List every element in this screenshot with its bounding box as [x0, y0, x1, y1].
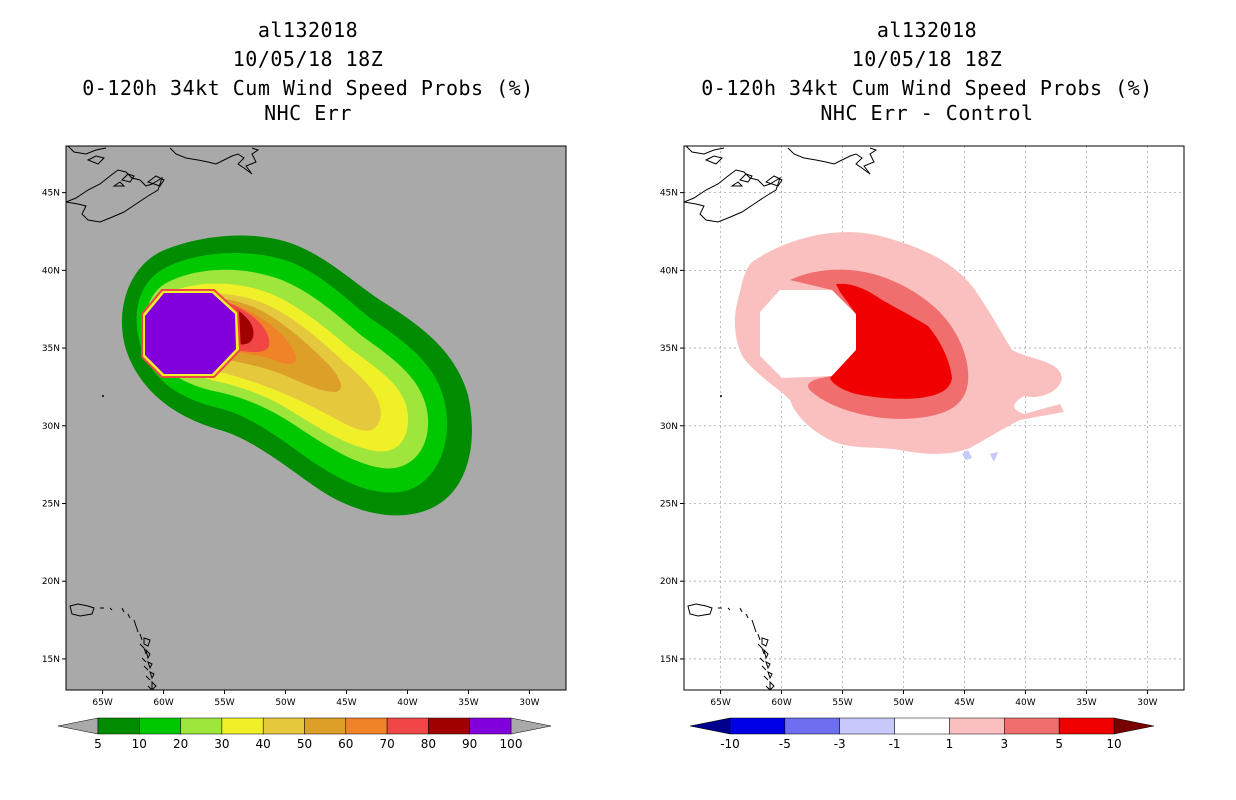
x-tick-label: 60W — [771, 698, 791, 708]
colorbar-label: 100 — [500, 737, 523, 751]
colorbar-label: 80 — [421, 737, 436, 751]
right-panel-title: al132018 10/05/18 18Z 0-120h 34kt Cum Wi… — [667, 16, 1187, 128]
colorbar-label: 3 — [1000, 737, 1008, 751]
y-tick-label: 45N — [660, 189, 678, 199]
x-tick-label: 35W — [1076, 698, 1096, 708]
x-tick-label: 55W — [214, 698, 234, 708]
colorbar-label: 60 — [338, 737, 353, 751]
colorbar-segment — [469, 717, 512, 735]
left-map-panel: 65W 60W 55W 50W 45W 40W 35W 30W 45N 40N 35N 30N 25N… — [42, 145, 567, 751]
right-init-time: 10/05/18 18Z — [851, 47, 1003, 71]
x-tick-label: 65W — [710, 698, 730, 708]
colorbar-segment — [729, 717, 786, 735]
colorbar-under-triangle — [57, 717, 99, 735]
x-tick-label: 55W — [832, 698, 852, 708]
x-tick-label: 35W — [458, 698, 478, 708]
right-colorbar: -10 -5 -3 -1 1 3 5 10 — [689, 717, 1155, 751]
colorbar-label: 20 — [173, 737, 188, 751]
colorbar-label: -10 — [720, 737, 740, 751]
y-tick-label: 25N — [660, 499, 678, 509]
colorbar-label: 10 — [132, 737, 147, 751]
y-tick-label: 20N — [42, 577, 60, 587]
colorbar-over-triangle — [1113, 717, 1155, 735]
contour-90 — [145, 293, 236, 374]
right-product-title: 0-120h 34kt Cum Wind Speed Probs (%) — [701, 76, 1153, 100]
y-tick-label: 15N — [42, 655, 60, 665]
x-tick-label: 50W — [275, 698, 295, 708]
right-y-axis: 45N 40N 35N 30N 25N 20N 15N — [660, 189, 684, 665]
x-tick-label: 30W — [1137, 698, 1157, 708]
x-tick-label: 60W — [153, 698, 173, 708]
x-tick-label: 45W — [954, 698, 974, 708]
colorbar-label: 50 — [297, 737, 312, 751]
left-prob-contours — [66, 146, 472, 690]
x-tick-label: 45W — [336, 698, 356, 708]
left-map-frame — [65, 145, 567, 691]
colorbar-label: 1 — [946, 737, 954, 751]
y-tick-label: 45N — [42, 189, 60, 199]
colorbar-under-triangle — [689, 717, 731, 735]
colorbar-segment — [949, 717, 1005, 735]
x-tick-label: 50W — [893, 698, 913, 708]
left-panel-title: al132018 10/05/18 18Z 0-120h 34kt Cum Wi… — [48, 16, 568, 128]
left-init-time: 10/05/18 18Z — [232, 47, 384, 71]
colorbar-segment — [1058, 717, 1115, 735]
left-colorbar: 5 10 20 30 40 50 60 70 80 90 100 — [57, 717, 552, 751]
colorbar-segment — [180, 717, 223, 735]
y-tick-label: 20N — [660, 577, 678, 587]
right-storm-id: al132018 — [876, 18, 978, 42]
diff-neg-spot-1 — [962, 450, 972, 460]
colorbar-label: 5 — [1055, 737, 1063, 751]
x-tick-label: 30W — [519, 698, 539, 708]
colorbar-label: 5 — [94, 737, 102, 751]
colorbar-segment — [304, 717, 347, 735]
x-tick-label: 40W — [1015, 698, 1035, 708]
y-tick-label: 15N — [660, 655, 678, 665]
colorbar-segment — [839, 717, 895, 735]
x-tick-label: 40W — [397, 698, 417, 708]
colorbar-segment — [386, 717, 429, 735]
colorbar-segment — [345, 717, 388, 735]
y-tick-label: 30N — [42, 422, 60, 432]
diff-hole — [760, 290, 856, 378]
right-map-frame — [683, 145, 1185, 691]
colorbar-label: 40 — [256, 737, 271, 751]
y-tick-label: 35N — [42, 344, 60, 354]
y-tick-label: 30N — [660, 422, 678, 432]
colorbar-segment — [221, 717, 264, 735]
left-storm-id: al132018 — [257, 18, 359, 42]
colorbar-label: 10 — [1106, 737, 1121, 751]
y-tick-label: 35N — [660, 344, 678, 354]
left-x-axis: 65W 60W 55W 50W 45W 40W 35W 30W — [92, 690, 540, 708]
colorbar-segment — [1004, 717, 1060, 735]
colorbar-segment — [428, 717, 470, 735]
colorbar-label: -5 — [779, 737, 791, 751]
colorbar-segment — [97, 717, 140, 735]
right-x-axis: 65W 60W 55W 50W 45W 40W 35W 30W — [710, 690, 1158, 708]
colorbar-segment — [784, 717, 840, 735]
y-tick-label: 25N — [42, 499, 60, 509]
right-map-panel: 65W 60W 55W 50W 45W 40W 35W 30W 45N 40N 35N 30N 25N… — [660, 145, 1185, 751]
colorbar-label: -3 — [834, 737, 846, 751]
colorbar-segment — [894, 717, 950, 735]
left-y-axis: 45N 40N 35N 30N 25N 20N 15N — [42, 189, 66, 665]
colorbar-segment — [262, 717, 305, 735]
y-tick-label: 40N — [42, 266, 60, 276]
colorbar-label: 70 — [379, 737, 394, 751]
y-tick-label: 40N — [660, 266, 678, 276]
left-subtitle: NHC Err — [264, 101, 352, 125]
right-subtitle: NHC Err - Control — [820, 101, 1034, 125]
colorbar-label: 30 — [214, 737, 229, 751]
diff-contour-5 — [830, 283, 952, 399]
colorbar-segment — [139, 717, 181, 735]
colorbar-label: -1 — [889, 737, 901, 751]
colorbar-over-triangle — [510, 717, 552, 735]
x-tick-label: 65W — [92, 698, 112, 708]
left-product-title: 0-120h 34kt Cum Wind Speed Probs (%) — [82, 76, 534, 100]
diff-neg-spot-2 — [990, 452, 998, 462]
right-diff-contours — [684, 146, 1064, 690]
colorbar-label: 90 — [462, 737, 477, 751]
